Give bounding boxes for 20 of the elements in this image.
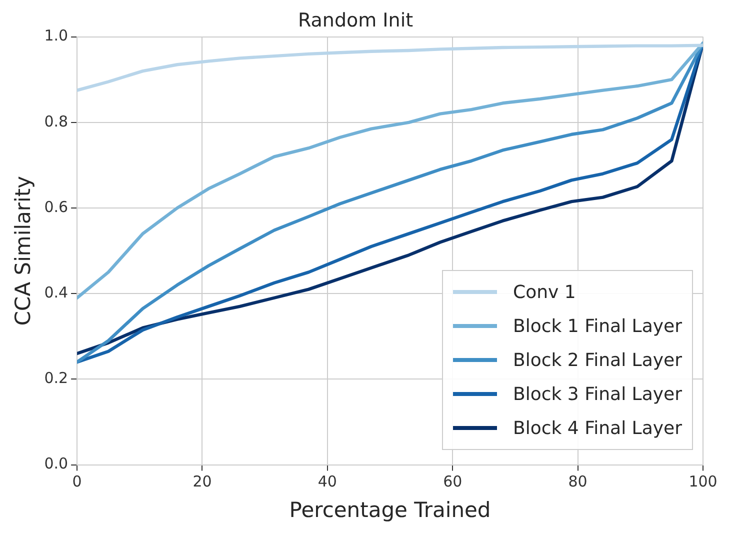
y-tick-label: 0.6 — [44, 198, 68, 216]
y-tick-label: 0.4 — [44, 283, 68, 302]
x-tick-label: 0 — [72, 472, 82, 491]
legend-label: Conv 1 — [513, 282, 576, 302]
y-tick-label: 0.0 — [44, 454, 68, 473]
x-tick-label: 80 — [568, 472, 588, 491]
legend-label: Block 2 Final Layer — [513, 350, 682, 370]
x-tick-label: 60 — [443, 472, 462, 491]
x-tick-label: 40 — [318, 472, 337, 491]
y-axis-title: CCA Similarity — [11, 176, 36, 326]
legend-label: Block 3 Final Layer — [513, 384, 682, 404]
y-tick-label: 1.0 — [44, 26, 68, 45]
legend-label: Block 1 Final Layer — [513, 316, 682, 336]
x-tick-label: 20 — [192, 472, 212, 491]
y-tick-label: 0.8 — [44, 112, 68, 130]
x-tick-label: 100 — [688, 472, 718, 491]
y-tick-label: 0.2 — [44, 369, 68, 388]
x-axis-title: Percentage Trained — [289, 498, 491, 522]
chart-title: Random Init — [298, 9, 414, 32]
legend-label: Block 4 Final Layer — [513, 418, 682, 438]
